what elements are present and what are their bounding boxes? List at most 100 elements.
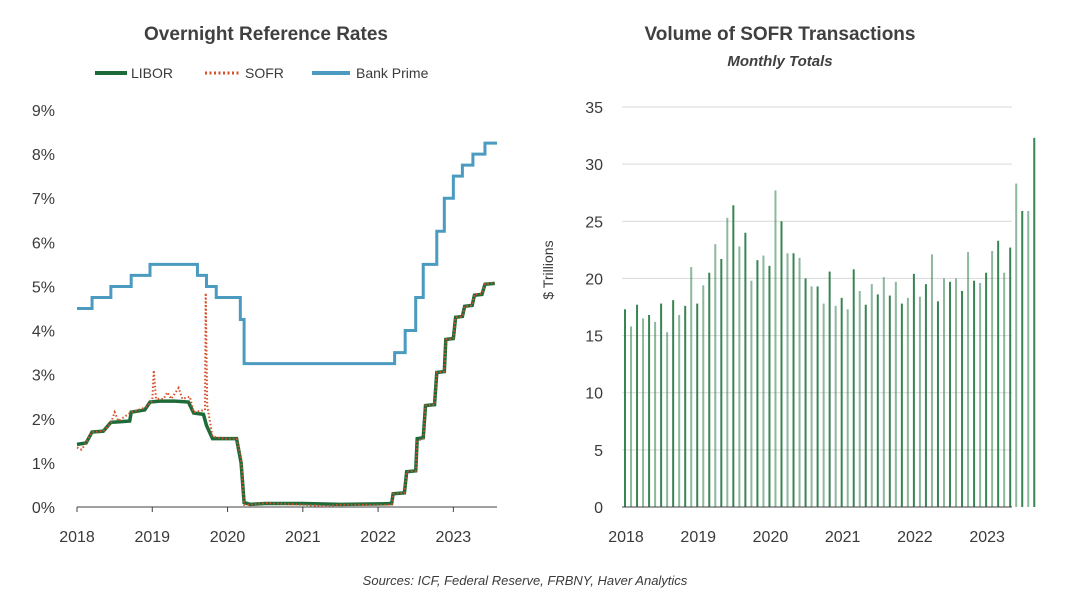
- volume-bar: [834, 305, 837, 507]
- volume-bar: [768, 265, 771, 507]
- rates-x-tick-label: 2019: [134, 529, 170, 546]
- volume-bar: [750, 280, 753, 507]
- volume-bar: [708, 272, 711, 507]
- volume-bar: [762, 255, 765, 507]
- volume-y-tick-label: 25: [585, 214, 603, 231]
- volume-y-tick-label: 15: [585, 329, 603, 346]
- volume-bar: [774, 190, 777, 507]
- rates-y-tick-label: 3%: [32, 368, 55, 385]
- volume-bar: [822, 303, 825, 507]
- rates-x-tick-label: 2022: [360, 529, 396, 546]
- volume-bar: [738, 246, 741, 507]
- rates-x-tick-label: 2018: [59, 529, 95, 546]
- volume-bar: [666, 332, 669, 507]
- volume-bar: [690, 267, 693, 507]
- volume-y-tick-label: 35: [585, 100, 603, 117]
- rates-y-tick-label: 7%: [32, 191, 55, 208]
- rates-chart: Overnight Reference Rates LIBOR SOFR Ban…: [32, 24, 497, 546]
- volume-bars: [624, 137, 1036, 508]
- volume-x-axis: 2018 2019 2020 2021 2022 2023: [608, 529, 1005, 546]
- volume-bar: [991, 251, 994, 507]
- volume-bar: [804, 278, 807, 507]
- legend-label-libor: LIBOR: [131, 65, 173, 81]
- volume-bar: [1021, 211, 1024, 507]
- volume-bar: [1009, 247, 1012, 508]
- volume-bar: [720, 259, 723, 507]
- rates-y-tick-label: 0%: [32, 500, 55, 517]
- rates-x-tick-label: 2021: [285, 529, 321, 546]
- volume-bar: [858, 291, 861, 507]
- volume-bar: [840, 297, 843, 507]
- volume-bar: [888, 295, 891, 507]
- volume-bar: [894, 281, 897, 507]
- volume-bar: [660, 303, 663, 507]
- volume-bar: [912, 273, 915, 507]
- volume-bar: [672, 300, 675, 507]
- volume-bar: [684, 305, 687, 507]
- volume-y-tick-label: 30: [585, 157, 603, 174]
- volume-bar: [942, 278, 945, 507]
- rates-series: [76, 141, 497, 508]
- volume-bar: [1027, 211, 1030, 507]
- volume-bar: [648, 315, 651, 507]
- rates-y-tick-label: 1%: [32, 456, 55, 473]
- volume-bar: [798, 257, 801, 507]
- legend-label-bank-prime: Bank Prime: [356, 65, 429, 81]
- volume-bar: [654, 321, 657, 507]
- volume-bar: [1003, 272, 1006, 507]
- series-line-sofr: [76, 281, 495, 508]
- volume-chart: Volume of SOFR Transactions Monthly Tota…: [540, 24, 1036, 546]
- volume-bar: [816, 286, 819, 507]
- volume-bar: [828, 271, 831, 507]
- volume-bar: [985, 272, 988, 507]
- rates-y-tick-label: 8%: [32, 147, 55, 164]
- volume-chart-title: Volume of SOFR Transactions: [645, 24, 916, 45]
- volume-x-tick-label: 2022: [897, 529, 933, 546]
- volume-bar: [936, 301, 939, 507]
- volume-bar: [810, 286, 813, 507]
- volume-bar: [846, 309, 849, 507]
- rates-y-tick-label: 5%: [32, 279, 55, 296]
- volume-y-tick-label: 5: [594, 443, 603, 460]
- volume-bar: [642, 318, 645, 507]
- volume-bar: [780, 221, 783, 508]
- series-line-libor: [76, 281, 495, 507]
- rates-y-tick-label: 2%: [32, 412, 55, 429]
- volume-chart-subtitle: Monthly Totals: [727, 53, 832, 70]
- rates-y-axis: 0% 1% 2% 3% 4% 5% 6% 7% 8% 9%: [32, 103, 55, 517]
- volume-bar: [918, 296, 921, 507]
- volume-bar: [696, 303, 699, 507]
- volume-x-tick-label: 2023: [969, 529, 1005, 546]
- volume-bar: [636, 304, 639, 507]
- volume-bar: [732, 205, 735, 508]
- volume-bar: [714, 244, 717, 507]
- source-note: Sources: ICF, Federal Reserve, FRBNY, Ha…: [363, 573, 688, 588]
- volume-bar: [756, 260, 759, 507]
- rates-y-tick-label: 4%: [32, 324, 55, 341]
- rates-y-tick-label: 9%: [32, 103, 55, 120]
- volume-bar: [786, 253, 789, 507]
- volume-bar: [949, 281, 952, 507]
- volume-bar: [864, 304, 867, 507]
- volume-bar: [792, 253, 795, 507]
- volume-bar: [726, 217, 729, 507]
- volume-y-tick-label: 0: [594, 500, 603, 517]
- volume-x-tick-label: 2019: [680, 529, 716, 546]
- volume-bar: [961, 291, 964, 507]
- volume-bar: [630, 326, 633, 507]
- volume-x-tick-label: 2020: [753, 529, 789, 546]
- volume-bar: [906, 297, 909, 507]
- volume-bar: [624, 309, 627, 507]
- volume-bar: [924, 284, 927, 507]
- volume-y-axis-label: $ Trillions: [540, 240, 556, 299]
- volume-bar: [870, 284, 873, 507]
- volume-bar: [882, 277, 885, 507]
- volume-bar: [876, 294, 879, 507]
- rates-y-tick-label: 6%: [32, 235, 55, 252]
- rates-x-tick-label: 2020: [210, 529, 246, 546]
- volume-bar: [1015, 183, 1018, 508]
- volume-bar: [1033, 137, 1036, 507]
- volume-bar: [979, 283, 982, 507]
- volume-y-tick-label: 10: [585, 386, 603, 403]
